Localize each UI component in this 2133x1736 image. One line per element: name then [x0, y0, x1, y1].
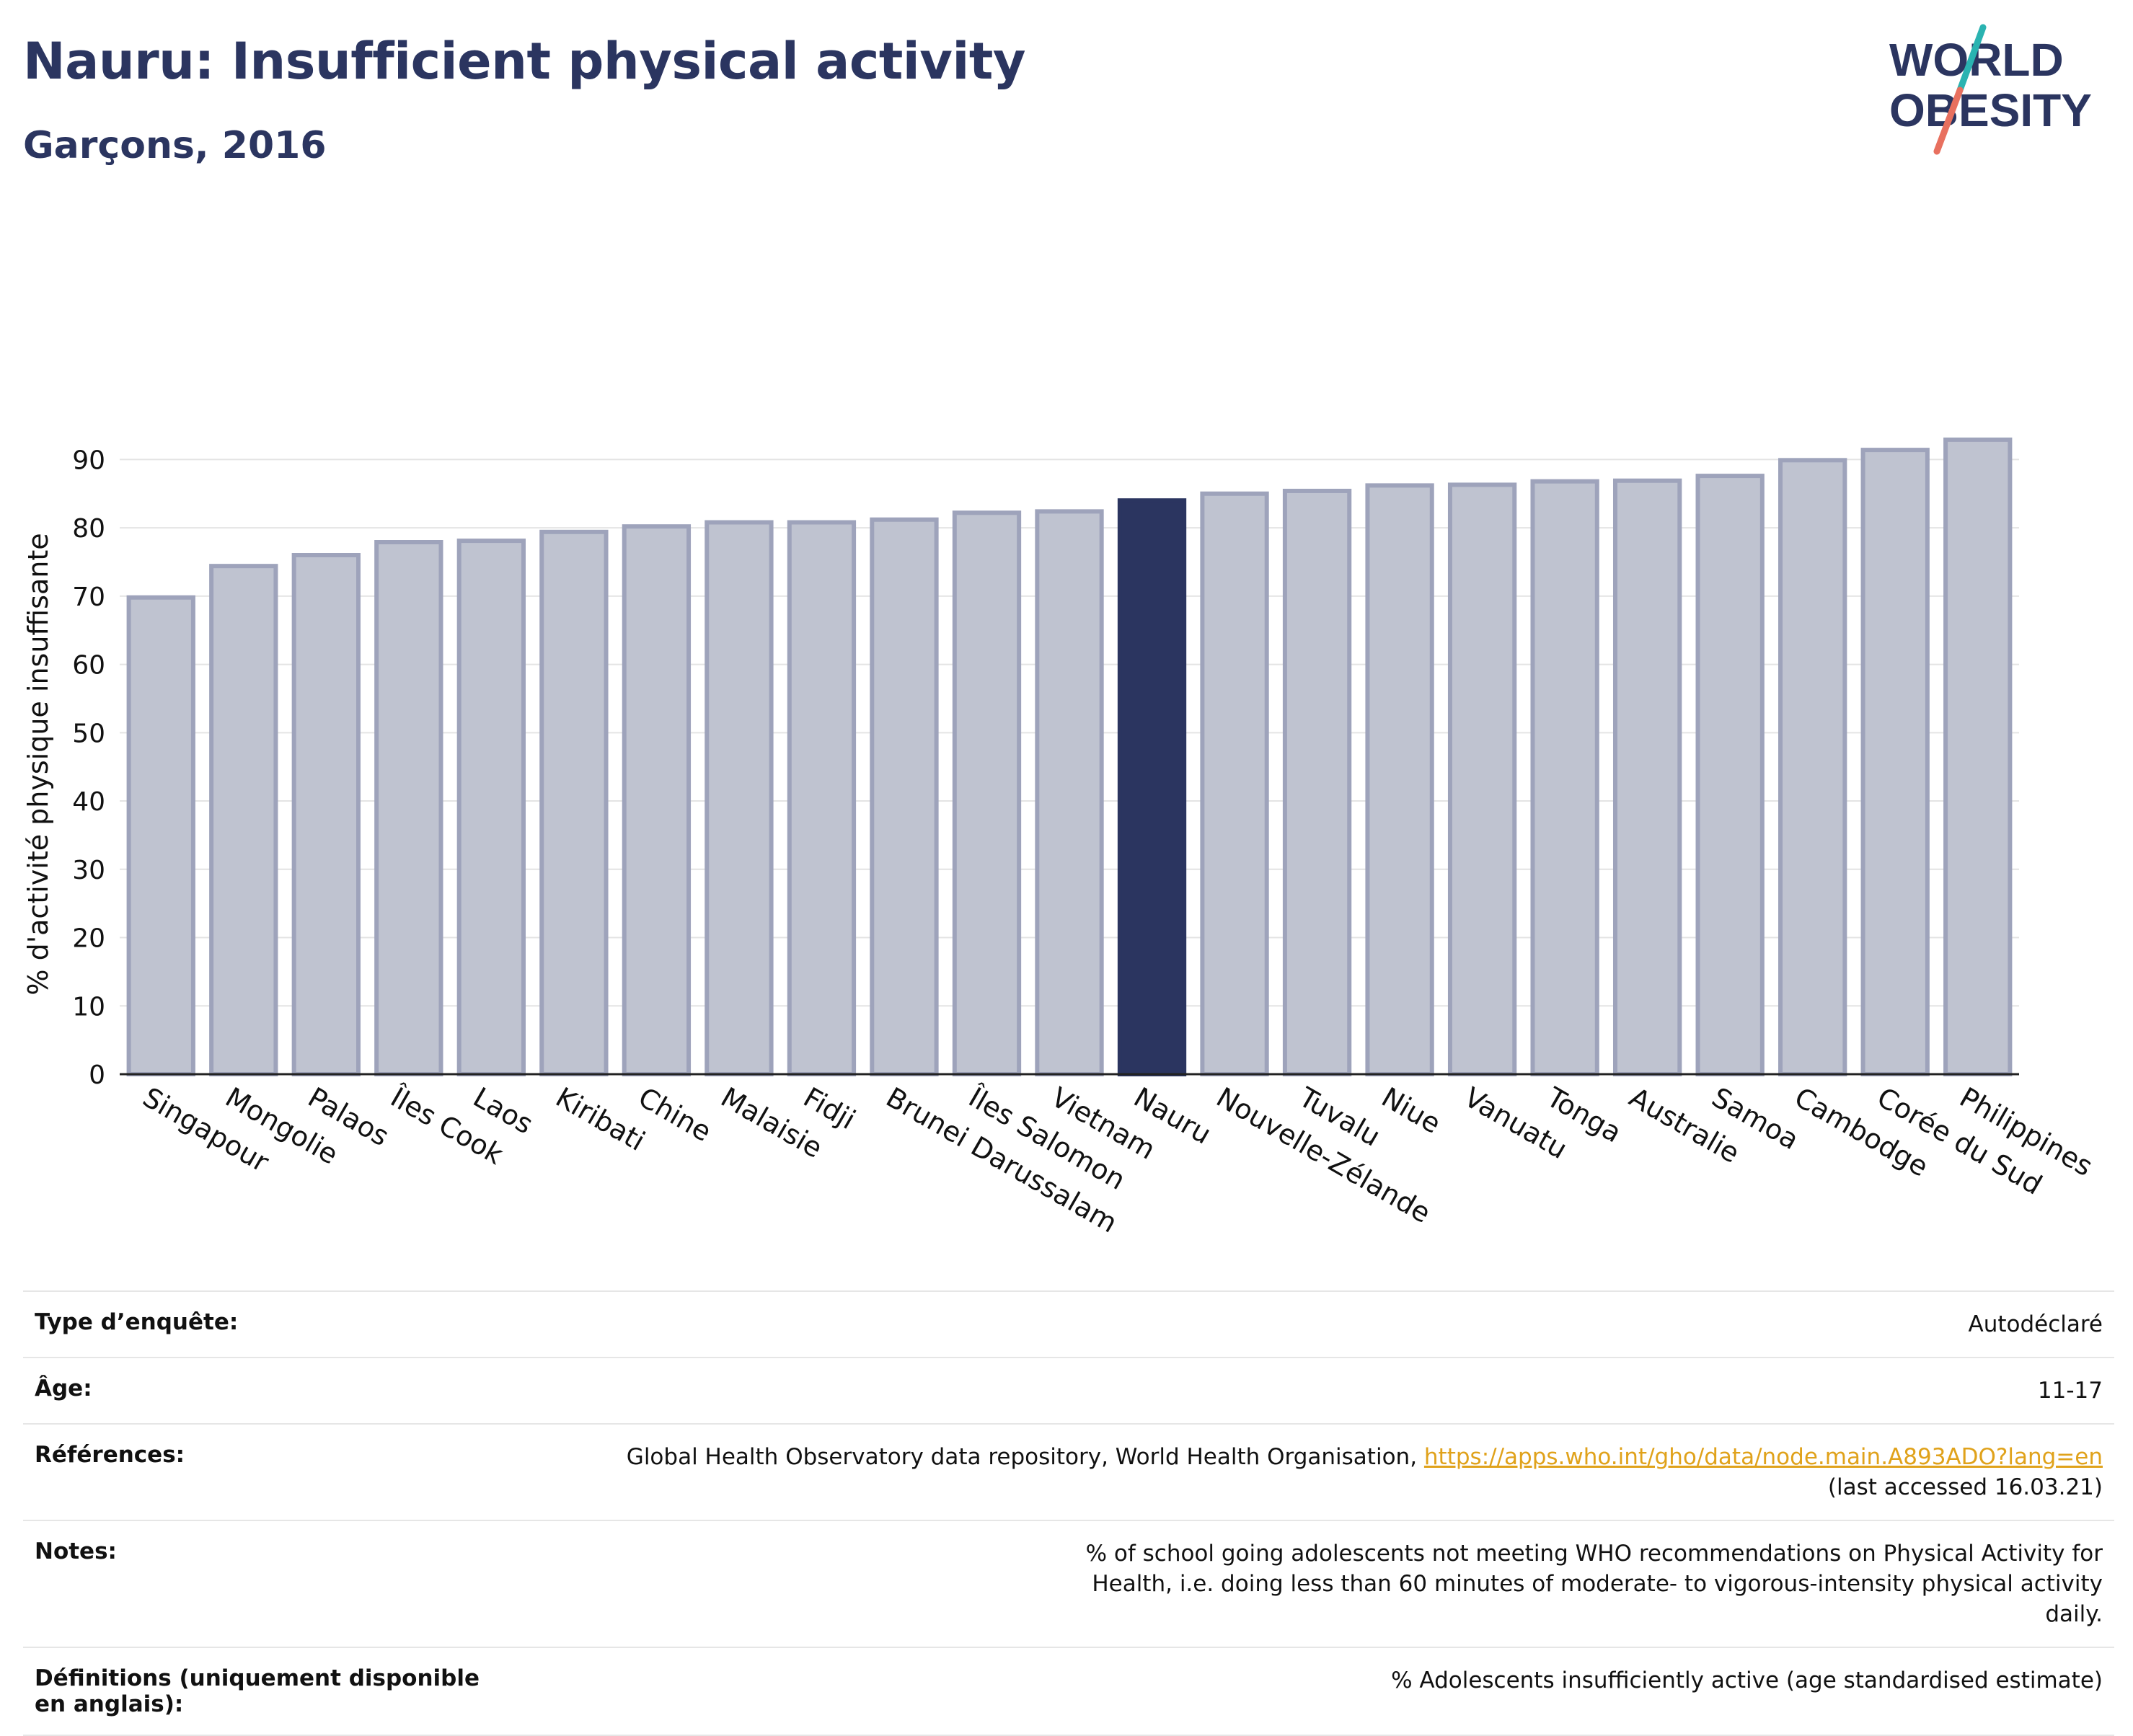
reference-accessed: (last accessed 16.03.21)	[1827, 1474, 2103, 1500]
y-tick-label: 40	[72, 787, 105, 817]
bar-chine	[622, 524, 692, 1077]
bar-malaisie	[705, 520, 774, 1076]
world-obesity-logo: WORLD OBESITY	[1889, 24, 2092, 155]
y-tick-label: 10	[72, 992, 105, 1022]
bar-vanuatu	[1447, 482, 1517, 1076]
info-value: 11-17	[508, 1357, 2114, 1424]
info-table: Type d’enquête: Autodéclaré Âge: 11-17 R…	[23, 1290, 2114, 1736]
bar-kiribati	[539, 529, 609, 1076]
info-row-references: Références: Global Health Observatory da…	[23, 1423, 2114, 1520]
bar-niue	[1365, 483, 1434, 1076]
bar-fidji	[787, 520, 857, 1076]
bar-laos	[456, 539, 526, 1076]
y-tick-label: 0	[89, 1060, 105, 1090]
y-axis-label: % d'activité physique insuffisante	[22, 533, 54, 995]
info-row-age: Âge: 11-17	[23, 1357, 2114, 1424]
info-row-definitions: Définitions (uniquement disponible en an…	[23, 1647, 2114, 1736]
bar-tonga	[1530, 479, 1599, 1076]
y-tick-label: 20	[72, 924, 105, 954]
y-tick-labels: 0 10 20 30 40 50 60 70 80 90	[72, 446, 105, 1090]
y-tick-label: 70	[72, 583, 105, 612]
bar-brunei-darussalam	[870, 517, 939, 1077]
y-tick-label: 90	[72, 446, 105, 475]
bars	[126, 437, 2013, 1077]
bar-nouvelle-zélande	[1200, 491, 1269, 1077]
info-row-notes: Notes: % of school going adolescents not…	[23, 1520, 2114, 1647]
info-value: % of school going adolescents not meetin…	[508, 1520, 2114, 1647]
x-tick-label: Kiribati	[550, 1081, 650, 1157]
bar-corée-du-sud	[1860, 448, 1930, 1076]
reference-link[interactable]: https://apps.who.int/gho/data/node.main.…	[1423, 1444, 2103, 1470]
info-label: Notes:	[23, 1520, 508, 1647]
info-label: Type d’enquête:	[23, 1290, 508, 1358]
y-tick-label: 50	[72, 719, 105, 748]
bar-îles-salomon	[952, 510, 1022, 1076]
logo-line2: OBESITY	[1889, 84, 2092, 136]
bar-australie	[1612, 478, 1682, 1077]
y-tick-label: 80	[72, 514, 105, 544]
bar-singapour	[126, 595, 195, 1076]
page-title: Nauru: Insufficient physical activity	[23, 32, 1026, 91]
info-label: Définitions (uniquement disponible en an…	[23, 1647, 508, 1736]
bar-samoa	[1695, 474, 1765, 1076]
y-tick-label: 30	[72, 856, 105, 885]
info-value: % Adolescents insufficiently active (age…	[508, 1647, 2114, 1736]
bar-cambodge	[1778, 458, 1847, 1076]
info-label: Âge:	[23, 1357, 508, 1424]
info-value: Autodéclaré	[508, 1290, 2114, 1358]
logo-slash-coral	[1933, 87, 1964, 155]
bar-palaos	[291, 553, 361, 1076]
x-tick-label: Niue	[1377, 1081, 1447, 1140]
info-value: Global Health Observatory data repositor…	[508, 1423, 2114, 1520]
logo-slash-teal	[1956, 24, 1987, 94]
y-tick-label: 60	[72, 651, 105, 681]
info-row-survey-type: Type d’enquête: Autodéclaré	[23, 1290, 2114, 1358]
bar-vietnam	[1035, 509, 1104, 1076]
page-subtitle: Garçons, 2016	[23, 124, 327, 167]
bar-mongolie	[209, 564, 278, 1076]
reference-text: Global Health Observatory data repositor…	[626, 1444, 1424, 1470]
bar-chart: 0 10 20 30 40 50 60 70 80 90 SingapourMongoliePal…	[22, 437, 2098, 1239]
bar-îles-cook	[374, 540, 443, 1076]
bar-tuvalu	[1282, 488, 1352, 1076]
bar-philippines	[1943, 437, 2013, 1077]
info-label: Références:	[23, 1423, 508, 1520]
bar-nauru	[1117, 498, 1187, 1077]
